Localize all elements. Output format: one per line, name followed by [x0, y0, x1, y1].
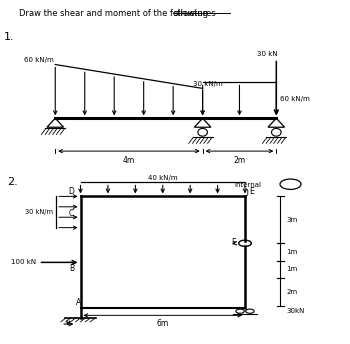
Polygon shape	[194, 118, 211, 127]
Text: 2m: 2m	[286, 289, 297, 295]
Text: 40 kN/m: 40 kN/m	[148, 175, 177, 181]
Polygon shape	[268, 118, 285, 127]
Text: 60 kN/m: 60 kN/m	[280, 96, 310, 101]
Text: B: B	[69, 264, 74, 273]
Text: 60 kN/m: 60 kN/m	[24, 57, 54, 63]
Text: F: F	[231, 238, 235, 247]
Text: 1m: 1m	[286, 249, 297, 255]
Text: 2m: 2m	[233, 157, 246, 165]
Text: Draw the shear and moment of the following: Draw the shear and moment of the followi…	[19, 9, 211, 18]
Text: 2.: 2.	[7, 177, 18, 187]
Text: 3m: 3m	[286, 217, 297, 223]
Text: 1m: 1m	[286, 266, 297, 272]
Text: A: A	[76, 298, 81, 307]
Text: E: E	[249, 186, 254, 195]
Text: 4m: 4m	[123, 157, 135, 165]
Polygon shape	[47, 118, 64, 127]
Text: C: C	[69, 209, 74, 218]
Text: Internal: Internal	[234, 182, 261, 188]
Text: 30 kN/m: 30 kN/m	[25, 209, 53, 215]
Text: 30 kN: 30 kN	[257, 51, 278, 57]
Text: D: D	[68, 186, 74, 195]
Text: 6m: 6m	[157, 319, 169, 328]
Text: 1.: 1.	[4, 32, 14, 42]
Text: structures: structures	[173, 9, 216, 18]
Circle shape	[239, 240, 251, 246]
Text: 30 kN/m: 30 kN/m	[194, 81, 223, 87]
Text: 30kN: 30kN	[286, 308, 304, 314]
Text: 100 kN: 100 kN	[10, 259, 36, 265]
